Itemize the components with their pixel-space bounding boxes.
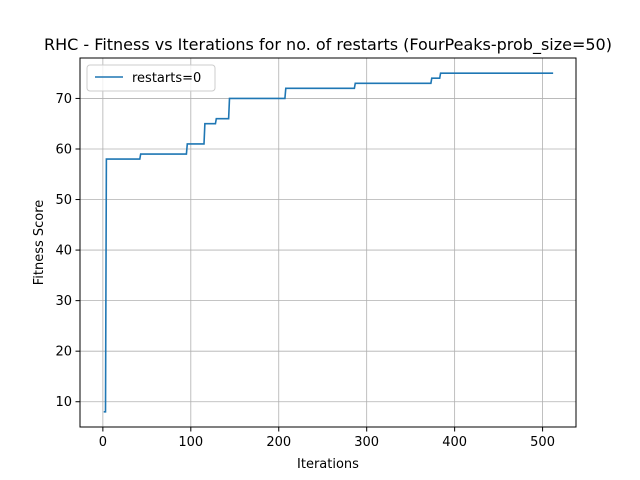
legend-label: restarts=0 <box>132 71 201 86</box>
x-tick-label: 500 <box>530 435 555 450</box>
y-tick-label: 70 <box>55 92 72 107</box>
y-tick-label: 40 <box>55 244 72 259</box>
series-line <box>103 72 554 413</box>
y-tick-label: 10 <box>55 395 72 410</box>
x-tick-label: 0 <box>99 435 107 450</box>
legend-box <box>86 64 216 92</box>
x-axis-label: Iterations <box>297 457 359 472</box>
series-layer <box>103 72 554 413</box>
plot-frame <box>79 57 577 428</box>
legend: restarts=0 <box>86 64 216 92</box>
plot-area <box>80 58 576 427</box>
x-tick-label: 200 <box>266 435 291 450</box>
grid <box>80 58 576 427</box>
x-tick-label: 100 <box>178 435 203 450</box>
y-tick-label: 20 <box>55 345 72 360</box>
x-tick-label: 300 <box>354 435 379 450</box>
y-tick-label: 30 <box>55 294 72 309</box>
y-tick-label: 60 <box>55 142 72 157</box>
x-tick-label: 400 <box>442 435 467 450</box>
ticks: 0 100 200 300 400 500 10 20 30 40 50 60 70 <box>55 92 555 450</box>
y-tick-label: 50 <box>55 193 72 208</box>
y-axis-label: Fitness Score <box>32 200 47 286</box>
chart-title: RHC - Fitness vs Iterations for no. of r… <box>44 35 612 55</box>
